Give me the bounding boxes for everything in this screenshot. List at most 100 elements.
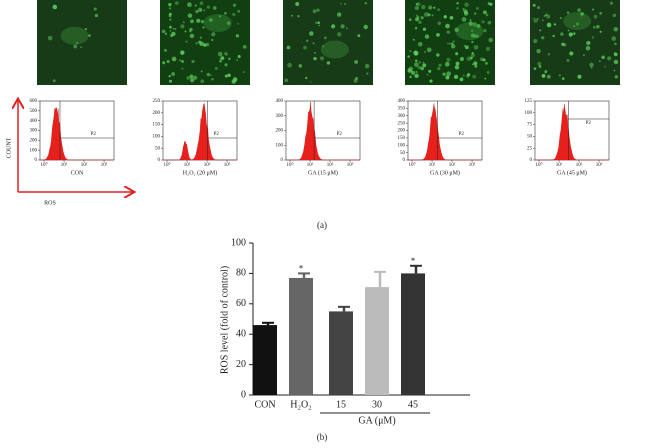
cell xyxy=(437,8,441,12)
cell xyxy=(191,59,195,63)
cell xyxy=(418,20,422,24)
y-tick-label: 150 xyxy=(398,136,406,141)
cell xyxy=(94,13,99,18)
cell xyxy=(484,77,487,80)
y-tick-label: 60 xyxy=(236,298,246,309)
cell xyxy=(560,32,564,36)
cell xyxy=(577,8,581,12)
cell xyxy=(462,8,465,10)
cell xyxy=(202,26,205,29)
gate-label: P2 xyxy=(586,121,592,126)
y-tick-label: 500 xyxy=(30,109,38,114)
y-tick-label: 25 xyxy=(527,146,533,151)
x-tick-label: 10³ xyxy=(224,162,231,168)
cell xyxy=(471,63,474,66)
cell xyxy=(533,38,538,44)
histogram-caption: GA (15 μM) xyxy=(308,169,338,176)
cell xyxy=(592,25,596,29)
cell xyxy=(470,56,473,60)
x-tick-label: 10² xyxy=(449,162,456,168)
bar xyxy=(401,273,425,395)
cell xyxy=(414,26,418,30)
cell xyxy=(613,59,619,65)
y-tick-label: 300 xyxy=(398,114,406,119)
cell xyxy=(601,55,605,60)
cell xyxy=(422,63,427,68)
y-tick-label: 0 xyxy=(281,158,284,163)
cell xyxy=(423,12,429,17)
cell xyxy=(93,7,97,11)
x-tick-label: 10³ xyxy=(347,162,354,168)
y-tick-label: 200 xyxy=(398,129,406,134)
cell xyxy=(306,39,309,42)
bar xyxy=(289,277,313,395)
cell xyxy=(436,33,440,37)
cell xyxy=(455,52,459,56)
cell xyxy=(596,25,600,29)
cell xyxy=(206,5,210,9)
cell xyxy=(466,74,470,78)
bar xyxy=(329,311,353,395)
significance: * xyxy=(411,256,416,266)
cell xyxy=(536,17,539,20)
cell xyxy=(566,58,570,62)
significance: * xyxy=(299,263,304,273)
cell xyxy=(613,52,617,56)
x-tick-label: 10¹ xyxy=(61,162,68,168)
cell xyxy=(485,61,488,65)
cell xyxy=(88,34,91,37)
cell xyxy=(235,34,240,38)
cell xyxy=(409,75,412,79)
y-axis-title: ROS level (fold of control) xyxy=(219,266,230,374)
cell xyxy=(486,70,490,74)
category-label: 30 xyxy=(372,399,382,410)
cell xyxy=(590,66,593,69)
cell xyxy=(314,51,316,54)
cell xyxy=(475,34,479,39)
count-label: COUNT xyxy=(6,137,12,158)
cell xyxy=(611,36,617,41)
cell xyxy=(416,2,421,7)
category-label: H₂O₂ xyxy=(290,399,311,410)
category-label: 15 xyxy=(336,399,346,410)
cell xyxy=(417,41,423,47)
cell xyxy=(468,21,473,26)
cell xyxy=(312,42,315,45)
cell xyxy=(206,72,210,77)
y-tick-label: 100 xyxy=(398,143,406,148)
cell xyxy=(613,42,617,46)
cell xyxy=(225,53,228,56)
cell xyxy=(417,65,422,70)
cell xyxy=(340,2,342,5)
cell xyxy=(298,64,303,68)
cell xyxy=(414,73,419,78)
cell xyxy=(76,42,79,44)
cell xyxy=(456,7,459,10)
cell xyxy=(319,56,325,61)
cell xyxy=(609,1,613,5)
cell xyxy=(461,17,467,22)
cell xyxy=(163,48,167,52)
glow xyxy=(320,40,349,59)
cell xyxy=(453,74,459,80)
cell xyxy=(612,13,617,18)
y-tick-label: 100 xyxy=(153,135,161,140)
cell xyxy=(424,51,427,53)
cell xyxy=(236,59,239,61)
cell xyxy=(340,24,345,29)
cell xyxy=(178,59,181,62)
cell xyxy=(566,11,570,15)
y-tick-label: 100 xyxy=(525,111,533,116)
cell xyxy=(541,36,545,40)
bar xyxy=(365,287,389,395)
cell xyxy=(445,23,450,29)
cell xyxy=(567,29,570,32)
y-tick-label: 0 xyxy=(35,158,38,163)
cell xyxy=(422,27,427,31)
cell xyxy=(411,70,415,75)
cell xyxy=(470,29,474,32)
cell xyxy=(218,15,221,18)
cell xyxy=(482,10,487,15)
cell xyxy=(589,62,594,67)
histogram-frame xyxy=(534,100,610,161)
